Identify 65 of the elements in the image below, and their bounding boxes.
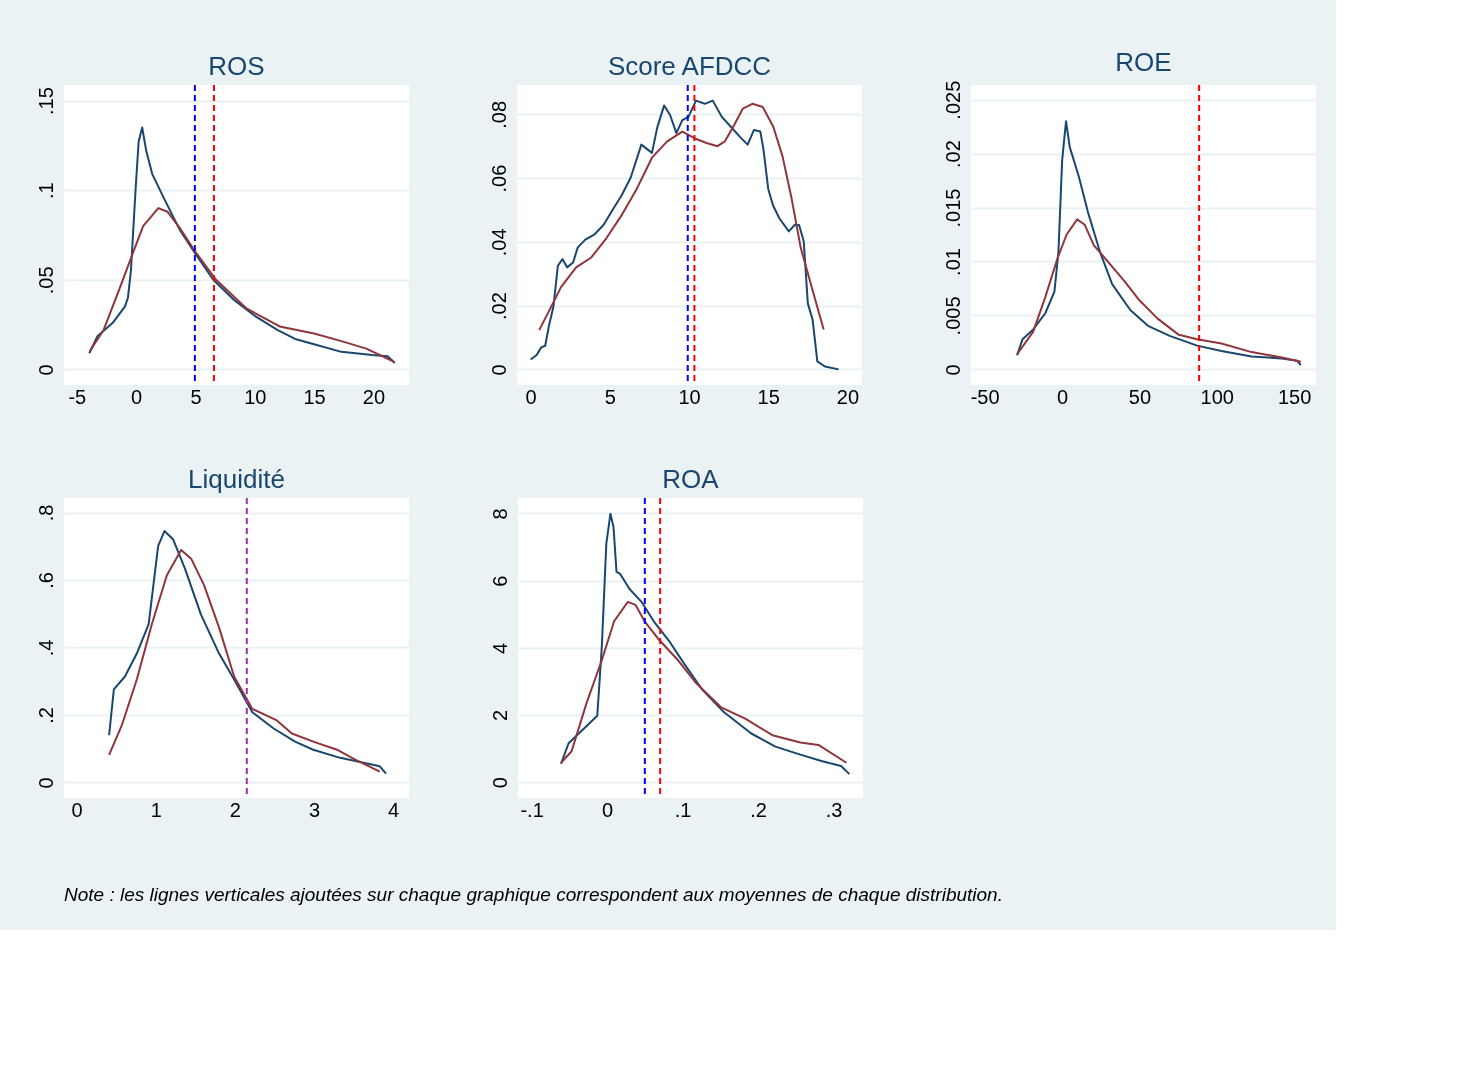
y-tick-label: 2 xyxy=(488,709,511,722)
y-tick-label: .08 xyxy=(487,100,510,129)
x-tick-label: 1 xyxy=(150,798,162,821)
x-tick-label: 10 xyxy=(244,385,267,408)
line-series xyxy=(88,207,395,363)
x-tick-label: .3 xyxy=(825,798,843,821)
x-tick-label: 15 xyxy=(757,385,780,408)
chart-title: ROS xyxy=(208,51,265,81)
y-tick-label: .05 xyxy=(34,266,57,295)
chart-title: ROE xyxy=(1115,47,1172,78)
x-tick-label: 5 xyxy=(604,385,616,408)
y-tick-label: .02 xyxy=(487,292,510,321)
line-series xyxy=(560,512,851,776)
chart-title: Score AFDCC xyxy=(607,51,772,81)
x-tick-label: 10 xyxy=(678,385,701,408)
y-tick-label: 4 xyxy=(488,642,511,654)
x-tick-label: 50 xyxy=(1128,385,1152,408)
y-tick-label: 8 xyxy=(488,508,511,520)
y-tick-label: 0 xyxy=(941,364,964,376)
line-series xyxy=(560,600,848,764)
line-series xyxy=(1016,120,1302,367)
x-tick-label: -50 xyxy=(970,385,1000,408)
line-series xyxy=(88,126,396,364)
y-tick-label: 6 xyxy=(488,575,511,587)
x-tick-label: 0 xyxy=(131,385,143,408)
x-tick-label: 4 xyxy=(388,798,400,821)
y-tick-label: .8 xyxy=(34,504,57,522)
x-tick-label: -5 xyxy=(68,385,87,408)
y-tick-label: .15 xyxy=(34,87,57,115)
x-tick-label: 20 xyxy=(836,385,860,408)
x-tick-label: .1 xyxy=(674,798,692,821)
x-tick-label: 20 xyxy=(362,385,386,408)
x-tick-label: 2 xyxy=(229,798,241,821)
x-tick-label: 15 xyxy=(303,385,326,408)
y-tick-label: .6 xyxy=(34,572,57,589)
chart-title: ROA xyxy=(662,464,720,494)
y-tick-label: .1 xyxy=(34,182,57,200)
x-tick-label: 100 xyxy=(1200,385,1234,408)
x-tick-label: 0 xyxy=(602,798,614,821)
y-tick-label: .06 xyxy=(487,164,510,193)
x-tick-label: 0 xyxy=(1056,385,1069,408)
text: Note : les lignes verticales ajoutées sur chaque graphique correspondent aux moyennes de chaque distribution. xyxy=(64,884,1003,905)
x-tick-label: 5 xyxy=(190,385,202,408)
y-tick-label: .02 xyxy=(941,140,964,169)
line-series xyxy=(538,102,825,332)
y-tick-label: .2 xyxy=(34,707,57,724)
y-tick-label: 0 xyxy=(488,777,511,789)
y-tick-label: .01 xyxy=(941,248,964,276)
y-tick-label: 0 xyxy=(34,777,57,789)
y-tick-label: 0 xyxy=(34,364,57,376)
chart-title: Liquidité xyxy=(188,464,285,494)
line-series xyxy=(1016,218,1302,363)
y-tick-label: .4 xyxy=(34,639,57,657)
x-tick-label: 0 xyxy=(71,798,83,821)
line-series xyxy=(529,99,840,371)
x-tick-label: -.1 xyxy=(520,798,544,821)
x-tick-label: .2 xyxy=(750,798,767,821)
y-tick-label: .015 xyxy=(941,188,964,228)
y-tick-label: 0 xyxy=(487,364,510,376)
x-tick-label: 150 xyxy=(1277,385,1312,408)
y-tick-label: .04 xyxy=(487,228,510,257)
x-tick-label: 0 xyxy=(525,385,537,408)
y-tick-label: .005 xyxy=(941,296,964,336)
y-tick-label: .025 xyxy=(941,80,964,120)
x-tick-label: 3 xyxy=(308,798,321,821)
